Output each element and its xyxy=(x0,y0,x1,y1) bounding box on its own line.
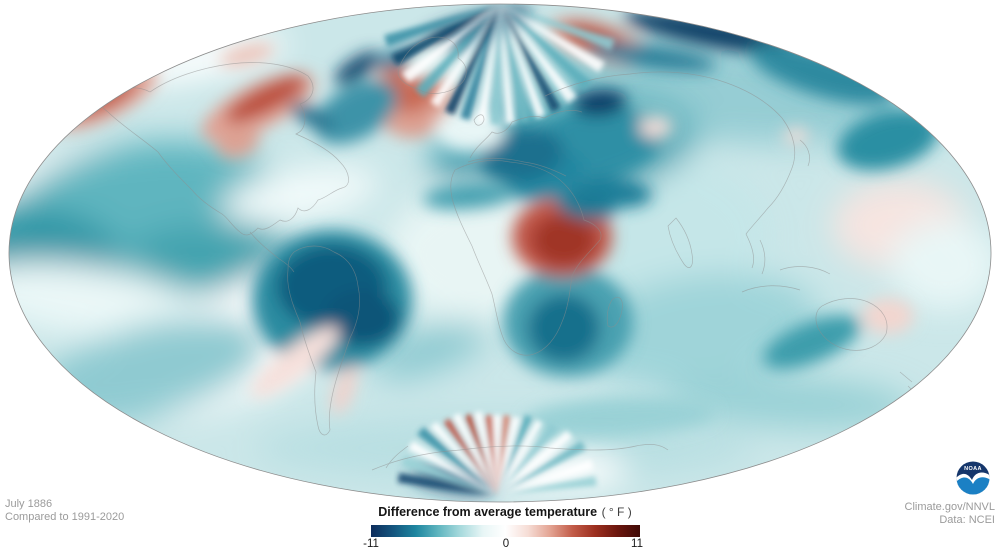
colorbar-tick-min: -11 xyxy=(363,538,379,550)
colorbar-unit: ( ° F ) xyxy=(601,505,632,519)
footer-right: Climate.gov/NNVL Data: NCEI xyxy=(905,501,995,527)
noaa-logo-text: NOAA xyxy=(964,466,982,472)
north-pole-streaks xyxy=(384,4,615,125)
colorbar-title-line: Difference from average temperature ( ° … xyxy=(330,503,680,521)
south-pole-streaks xyxy=(397,411,597,495)
colorbar-tick-max: 11 xyxy=(631,538,643,550)
noaa-logo: NOAA xyxy=(955,460,991,496)
baseline-label: Compared to 1991-2020 xyxy=(5,511,125,523)
anomaly-map xyxy=(8,3,992,503)
colorbar-ticks: -11 0 11 xyxy=(330,538,680,552)
colorbar-title: Difference from average temperature xyxy=(378,505,598,519)
credit-line: Climate.gov/NNVL xyxy=(904,501,995,513)
globe-outline xyxy=(8,3,992,503)
colorbar-gradient xyxy=(371,525,640,537)
colorbar-tick-mid: 0 xyxy=(502,538,510,550)
data-source-line: Data: NCEI xyxy=(939,514,995,526)
date-label: July 1886 xyxy=(5,498,53,510)
coastlines xyxy=(97,36,919,471)
footer-left: July 1886 Compared to 1991-2020 xyxy=(5,498,124,524)
colorbar-legend: Difference from average temperature ( ° … xyxy=(330,503,680,552)
